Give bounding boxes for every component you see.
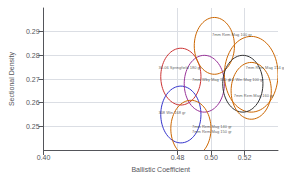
svg-text:0.52: 0.52 <box>238 154 252 161</box>
svg-text:7mm Rem Mag 100 gr: 7mm Rem Mag 100 gr <box>212 32 252 37</box>
svg-text:0.26: 0.26 <box>26 99 40 106</box>
svg-text:30-06 Springfield 180 gr: 30-06 Springfield 180 gr <box>158 65 201 70</box>
svg-text:7mm Wby Mag 150 gr: 7mm Wby Mag 150 gr <box>192 77 232 82</box>
svg-text:0.28: 0.28 <box>26 52 40 59</box>
svg-text:7mm Rem Mag 160 gr: 7mm Rem Mag 160 gr <box>234 93 274 98</box>
svg-text:6.5 Win Mag 100 gr: 6.5 Win Mag 100 gr <box>229 77 265 82</box>
svg-text:0.48: 0.48 <box>171 154 185 161</box>
svg-text:0.29: 0.29 <box>26 28 40 35</box>
svg-text:0.40: 0.40 <box>37 154 51 161</box>
svg-text:308 Win 168 gr: 308 Win 168 gr <box>158 110 186 115</box>
svg-text:Ballistic Coefficient: Ballistic Coefficient <box>131 166 190 173</box>
svg-text:Sectional Density: Sectional Density <box>8 51 16 106</box>
svg-text:0.27: 0.27 <box>26 76 40 83</box>
svg-text:7mm Rem Mag 140 gr: 7mm Rem Mag 140 gr <box>191 123 232 129</box>
svg-text:7mm Rem Mag 154 gr: 7mm Rem Mag 154 gr <box>246 65 284 70</box>
svg-text:0.50: 0.50 <box>204 154 218 161</box>
svg-text:0.25: 0.25 <box>26 123 40 130</box>
svg-text:7mm Rem Mag 150 gr: 7mm Rem Mag 150 gr <box>192 129 232 134</box>
